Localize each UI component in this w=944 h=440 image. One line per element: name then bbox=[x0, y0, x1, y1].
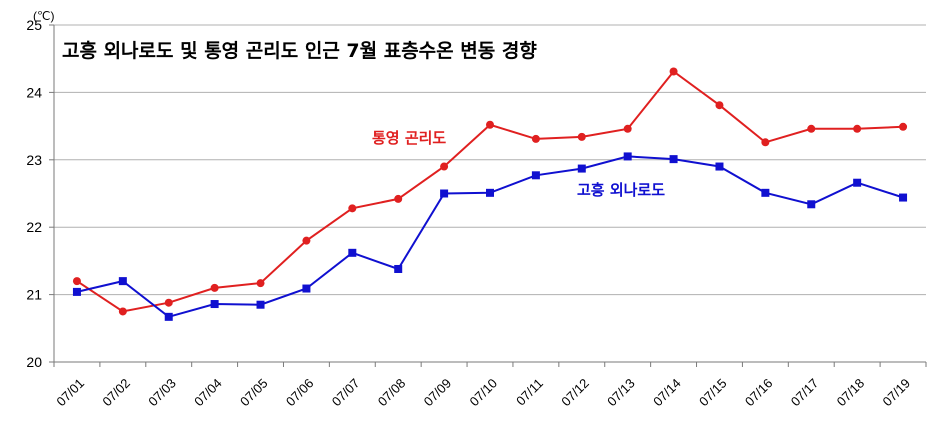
data-point bbox=[348, 248, 357, 257]
y-tick-label: 22 bbox=[26, 219, 42, 235]
x-tick-label: 07/08 bbox=[375, 376, 409, 410]
axes bbox=[49, 24, 927, 367]
x-tick-label: 07/11 bbox=[513, 376, 546, 409]
x-tick-label: 07/05 bbox=[237, 376, 271, 410]
y-tick-label: 24 bbox=[26, 84, 42, 100]
data-point bbox=[256, 279, 265, 288]
x-tick-label: 07/06 bbox=[283, 376, 317, 410]
data-point bbox=[164, 298, 173, 307]
data-point bbox=[394, 264, 403, 273]
data-point bbox=[72, 277, 81, 286]
data-point bbox=[486, 120, 494, 129]
data-point bbox=[348, 204, 357, 213]
x-tick-label: 07/09 bbox=[421, 376, 455, 410]
series-label-tongyeong: 통영 곤리도 bbox=[372, 129, 446, 147]
y-unit-label: (℃) bbox=[33, 9, 54, 23]
y-tick-label: 25 bbox=[26, 17, 42, 33]
data-point bbox=[807, 200, 816, 209]
data-point bbox=[164, 312, 173, 321]
data-point bbox=[531, 171, 540, 180]
data-point bbox=[302, 236, 311, 245]
x-tick-label: 07/14 bbox=[650, 376, 684, 410]
data-point bbox=[761, 188, 770, 197]
data-point bbox=[440, 162, 449, 171]
data-point bbox=[577, 164, 586, 173]
x-tick-label: 07/10 bbox=[467, 376, 501, 410]
data-point bbox=[486, 188, 494, 197]
data-point bbox=[669, 155, 678, 164]
series-label-goheung: 고흥 외나로도 bbox=[577, 181, 665, 199]
x-tick-label: 07/02 bbox=[99, 376, 133, 410]
x-tick-label: 07/13 bbox=[604, 376, 638, 410]
data-point bbox=[118, 307, 127, 316]
y-tick-label: 23 bbox=[26, 152, 42, 168]
x-tick-label: 07/12 bbox=[558, 376, 592, 410]
x-tick-labels: 07/01 07/02 07/03 07/04 07/05 07/06 07/07 07/08… bbox=[53, 376, 913, 410]
data-point bbox=[72, 287, 81, 296]
data-point bbox=[531, 134, 540, 143]
data-point bbox=[853, 124, 862, 133]
y-tick-label: 21 bbox=[26, 287, 42, 303]
data-point bbox=[210, 300, 219, 309]
data-point bbox=[899, 193, 908, 202]
data-point bbox=[210, 283, 219, 292]
data-point bbox=[394, 194, 403, 203]
data-point bbox=[623, 124, 632, 133]
x-tick-label: 07/15 bbox=[696, 376, 730, 410]
series-markers bbox=[72, 67, 908, 321]
data-point bbox=[440, 189, 449, 198]
data-point bbox=[302, 284, 311, 293]
data-point bbox=[807, 124, 816, 133]
x-tick-label: 07/03 bbox=[145, 376, 179, 410]
data-point bbox=[577, 132, 586, 141]
data-point bbox=[256, 300, 265, 309]
x-tick-label: 07/04 bbox=[191, 376, 225, 410]
data-point bbox=[715, 162, 724, 171]
y-tick-label: 20 bbox=[26, 354, 42, 370]
data-point bbox=[715, 101, 724, 110]
data-point bbox=[669, 67, 678, 76]
x-tick-label: 07/19 bbox=[880, 376, 914, 410]
data-point bbox=[853, 178, 862, 187]
data-point bbox=[899, 122, 908, 131]
x-tick-label: 07/01 bbox=[53, 376, 87, 410]
data-point bbox=[118, 277, 127, 286]
x-tick-label: 07/17 bbox=[788, 376, 822, 410]
data-point bbox=[761, 138, 770, 147]
data-point bbox=[623, 152, 632, 161]
x-tick-label: 07/16 bbox=[742, 376, 776, 410]
y-tick-labels: 20 21 22 23 24 25 bbox=[26, 17, 42, 370]
x-tick-label: 07/07 bbox=[329, 376, 363, 410]
x-tick-label: 07/18 bbox=[834, 376, 868, 410]
chart-title: 고흥 외나로도 및 통영 곤리도 인근 7월 표층수온 변동 경향 bbox=[62, 39, 537, 62]
